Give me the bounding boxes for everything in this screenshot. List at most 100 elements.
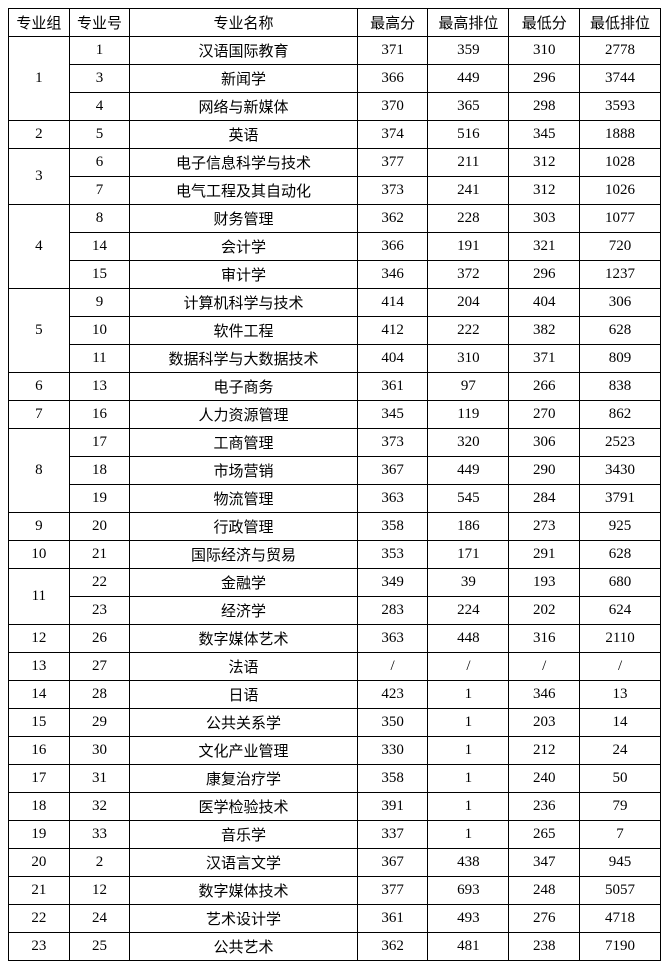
table-row: 1226数字媒体艺术3634483162110 (9, 625, 661, 653)
cell-maxscore: 370 (357, 93, 428, 121)
cell-minrank: 720 (580, 233, 661, 261)
cell-maxscore: 377 (357, 877, 428, 905)
cell-minrank: 3430 (580, 457, 661, 485)
cell-num: 2 (69, 849, 130, 877)
cell-maxrank: 39 (428, 569, 509, 597)
cell-num: 25 (69, 933, 130, 961)
cell-minscore: 296 (509, 65, 580, 93)
cell-group: 19 (9, 821, 70, 849)
cell-minrank: 24 (580, 737, 661, 765)
cell-name: 数据科学与大数据技术 (130, 345, 357, 373)
cell-maxrank: 1 (428, 765, 509, 793)
cell-minrank: 3744 (580, 65, 661, 93)
cell-name: 软件工程 (130, 317, 357, 345)
cell-minrank: 1077 (580, 205, 661, 233)
cell-minscore: 312 (509, 149, 580, 177)
cell-name: 会计学 (130, 233, 357, 261)
cell-maxrank: 372 (428, 261, 509, 289)
cell-minscore: 212 (509, 737, 580, 765)
cell-maxscore: 283 (357, 597, 428, 625)
cell-group: 11 (9, 569, 70, 625)
cell-maxrank: 448 (428, 625, 509, 653)
cell-minrank: / (580, 653, 661, 681)
cell-maxrank: 449 (428, 457, 509, 485)
cell-maxrank: 1 (428, 681, 509, 709)
cell-maxrank: 222 (428, 317, 509, 345)
table-row: 1832医学检验技术391123679 (9, 793, 661, 821)
cell-maxrank: 191 (428, 233, 509, 261)
cell-maxscore: 362 (357, 205, 428, 233)
col-group: 专业组 (9, 9, 70, 37)
cell-name: 物流管理 (130, 485, 357, 513)
cell-maxscore: 349 (357, 569, 428, 597)
cell-group: 5 (9, 289, 70, 373)
table-row: 202汉语言文学367438347945 (9, 849, 661, 877)
cell-name: 审计学 (130, 261, 357, 289)
col-minrank: 最低排位 (580, 9, 661, 37)
cell-minscore: 202 (509, 597, 580, 625)
cell-name: 经济学 (130, 597, 357, 625)
cell-maxscore: 367 (357, 849, 428, 877)
cell-group: 8 (9, 429, 70, 513)
cell-num: 28 (69, 681, 130, 709)
table-row: 10软件工程412222382628 (9, 317, 661, 345)
cell-group: 10 (9, 541, 70, 569)
cell-minrank: 1888 (580, 121, 661, 149)
cell-minscore: 270 (509, 401, 580, 429)
cell-name: 音乐学 (130, 821, 357, 849)
cell-name: 数字媒体技术 (130, 877, 357, 905)
cell-num: 29 (69, 709, 130, 737)
table-row: 2224艺术设计学3614932764718 (9, 905, 661, 933)
cell-maxrank: 171 (428, 541, 509, 569)
cell-group: 16 (9, 737, 70, 765)
cell-minrank: 680 (580, 569, 661, 597)
cell-minscore: 236 (509, 793, 580, 821)
cell-maxscore: 412 (357, 317, 428, 345)
cell-maxscore: 358 (357, 765, 428, 793)
cell-maxscore: 423 (357, 681, 428, 709)
table-row: 15审计学3463722961237 (9, 261, 661, 289)
table-row: 1731康复治疗学358124050 (9, 765, 661, 793)
cell-name: 医学检验技术 (130, 793, 357, 821)
cell-maxrank: 119 (428, 401, 509, 429)
cell-maxrank: 1 (428, 737, 509, 765)
cell-maxrank: 204 (428, 289, 509, 317)
cell-maxrank: 359 (428, 37, 509, 65)
cell-num: 14 (69, 233, 130, 261)
cell-group: 14 (9, 681, 70, 709)
table-row: 19物流管理3635452843791 (9, 485, 661, 513)
cell-minrank: 3593 (580, 93, 661, 121)
cell-minscore: 238 (509, 933, 580, 961)
cell-minscore: 371 (509, 345, 580, 373)
cell-name: 工商管理 (130, 429, 357, 457)
table-row: 11数据科学与大数据技术404310371809 (9, 345, 661, 373)
table-row: 920行政管理358186273925 (9, 513, 661, 541)
cell-maxrank: 365 (428, 93, 509, 121)
cell-minscore: 193 (509, 569, 580, 597)
cell-name: 网络与新媒体 (130, 93, 357, 121)
cell-group: 21 (9, 877, 70, 905)
table-row: 4网络与新媒体3703652983593 (9, 93, 661, 121)
cell-group: 6 (9, 373, 70, 401)
cell-minrank: 2778 (580, 37, 661, 65)
cell-group: 18 (9, 793, 70, 821)
cell-maxscore: 374 (357, 121, 428, 149)
table-row: 1933音乐学33712657 (9, 821, 661, 849)
cell-minscore: 290 (509, 457, 580, 485)
cell-minrank: 1237 (580, 261, 661, 289)
cell-minrank: 1026 (580, 177, 661, 205)
cell-maxscore: 366 (357, 65, 428, 93)
table-row: 1021国际经济与贸易353171291628 (9, 541, 661, 569)
cell-num: 24 (69, 905, 130, 933)
table-row: 613电子商务36197266838 (9, 373, 661, 401)
cell-num: 15 (69, 261, 130, 289)
cell-maxrank: 241 (428, 177, 509, 205)
cell-name: 行政管理 (130, 513, 357, 541)
cell-num: 17 (69, 429, 130, 457)
cell-minscore: 296 (509, 261, 580, 289)
cell-minrank: 14 (580, 709, 661, 737)
cell-group: 23 (9, 933, 70, 961)
cell-name: 市场营销 (130, 457, 357, 485)
cell-minscore: 404 (509, 289, 580, 317)
col-maxscore: 最高分 (357, 9, 428, 37)
